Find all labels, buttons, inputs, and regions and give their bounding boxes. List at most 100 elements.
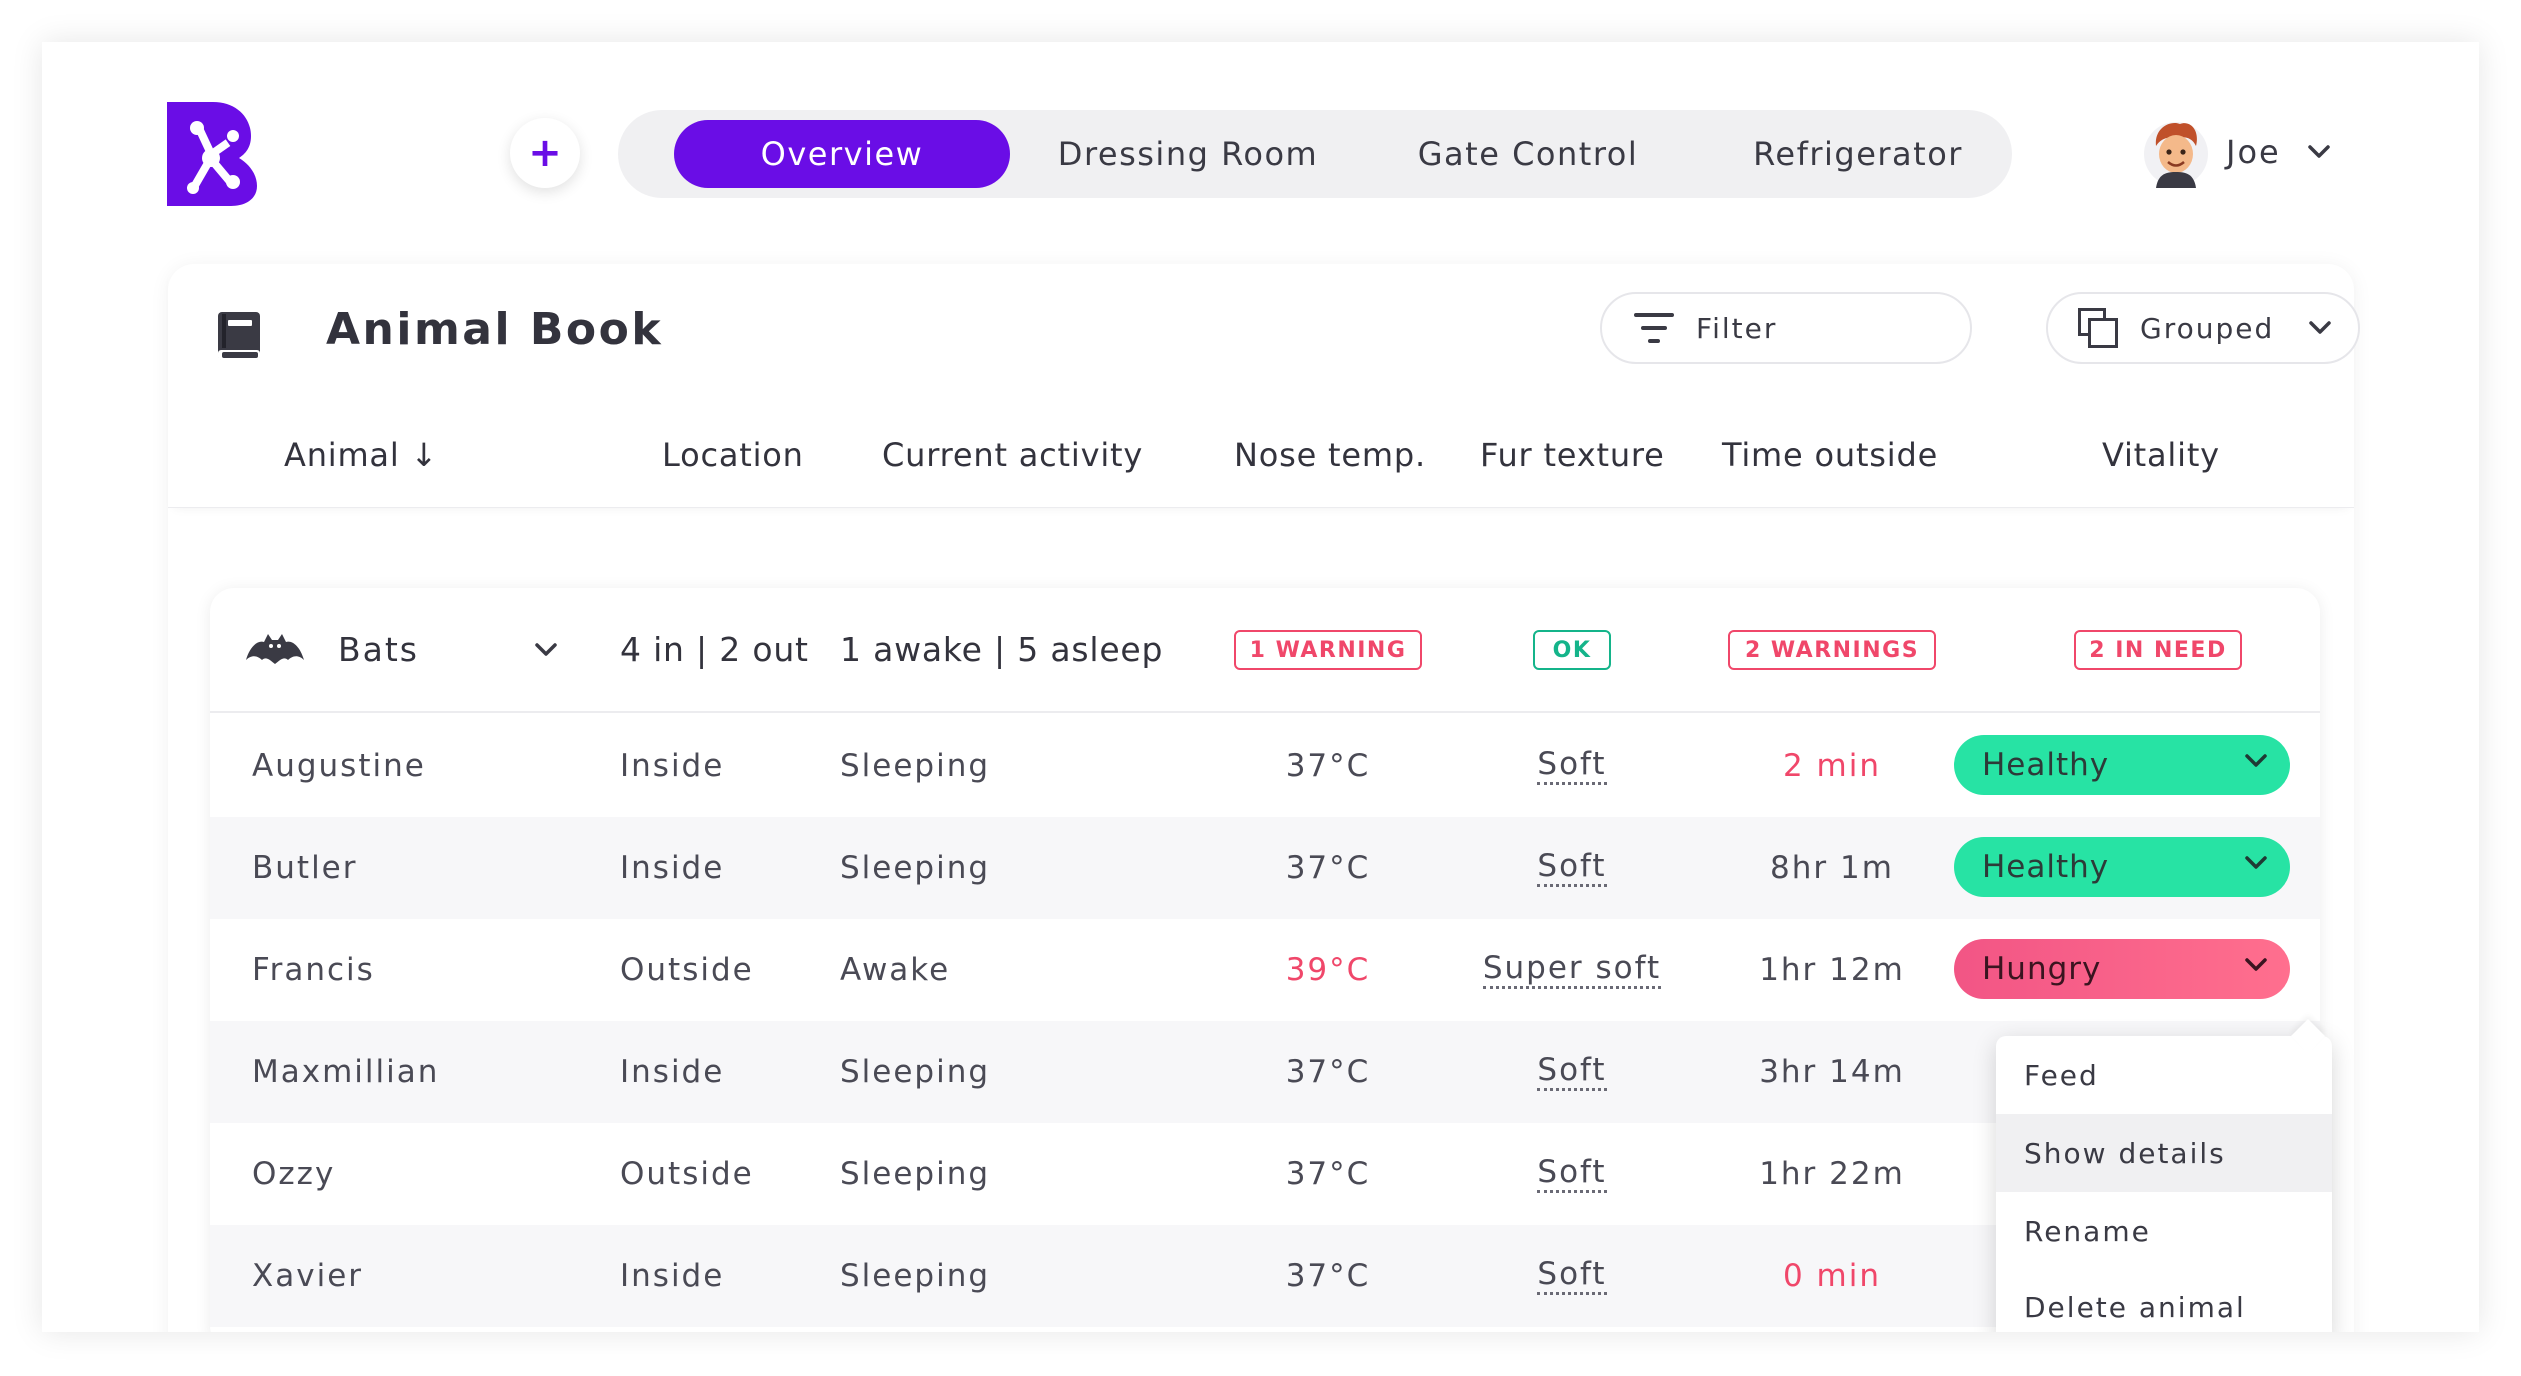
column-header-animal[interactable]: Animal ↓ (284, 436, 439, 474)
group-location: 4 in | 2 out (620, 630, 809, 669)
fur-value[interactable]: Soft (1537, 1154, 1607, 1194)
chevron-down-icon (2245, 856, 2267, 869)
main-tabs: Overview Dressing Room Gate Control Refr… (618, 110, 2012, 198)
page-title: Animal Book (326, 304, 664, 355)
table-row[interactable]: Butler Inside Sleeping 37°C Soft 8hr 1m … (210, 817, 2320, 919)
group-header-row[interactable]: Bats 4 in | 2 out 1 awake | 5 asleep 1 W… (210, 588, 2320, 713)
vitality-select[interactable]: Hungry (1954, 939, 2290, 999)
fur-value[interactable]: Soft (1537, 1052, 1607, 1092)
menu-item-show-details[interactable]: Show details (1996, 1114, 2332, 1192)
table-row[interactable]: Augustine Inside Sleeping 37°C Soft 2 mi… (210, 715, 2320, 817)
table-row[interactable]: Xavier Inside Sleeping 37°C Soft 0 min (210, 1225, 2320, 1327)
group-name: Bats (338, 630, 419, 669)
activity-cell: Sleeping (840, 1156, 991, 1192)
location-cell: Inside (620, 1258, 725, 1294)
nose-temp-cell: 37°C (1285, 1054, 1371, 1090)
vitality-label: Healthy (1982, 849, 2110, 885)
nose-temp-badge: 1 WARNING (1234, 630, 1422, 670)
menu-item-rename[interactable]: Rename (2024, 1214, 2151, 1248)
table-row[interactable]: Francis Outside Awake 39°C Super soft 1h… (210, 919, 2320, 1021)
chevron-down-icon (2309, 321, 2331, 334)
grouped-select[interactable]: Grouped (2046, 292, 2360, 364)
location-cell: Inside (620, 850, 725, 886)
animal-name: Maxmillian (252, 1054, 440, 1090)
group-activity: 1 awake | 5 asleep (840, 630, 1164, 669)
vitality-label: Hungry (1982, 951, 2102, 987)
time-outside-cell: 1hr 12m (1759, 952, 1905, 988)
chevron-down-icon[interactable] (534, 642, 558, 658)
nose-temp-cell: 37°C (1285, 1156, 1371, 1192)
vitality-select[interactable]: Healthy (1954, 735, 2290, 795)
location-cell: Outside (620, 1156, 754, 1192)
location-cell: Inside (620, 1054, 725, 1090)
table-row[interactable]: Maxmillian Inside Sleeping 37°C Soft 3hr… (210, 1021, 2320, 1123)
vitality-label: Healthy (1982, 747, 2110, 783)
filter-button[interactable]: Filter (1600, 292, 1972, 364)
activity-cell: Sleeping (840, 748, 991, 784)
nose-temp-cell: 37°C (1285, 748, 1371, 784)
chevron-down-icon (2307, 145, 2330, 158)
location-cell: Inside (620, 748, 725, 784)
column-header-vitality[interactable]: Vitality (2102, 436, 2220, 474)
chevron-down-icon (2245, 958, 2267, 971)
time-outside-cell: 8hr 1m (1770, 850, 1894, 886)
fur-cell[interactable]: Soft (1472, 715, 1672, 817)
activity-cell: Sleeping (840, 850, 991, 886)
animal-book-card: Animal Book Filter Grouped (168, 264, 2360, 1332)
vitality-dropdown-menu: Feed Show details Rename Delete animal (1996, 1019, 2332, 1332)
tab-refrigerator[interactable]: Refrigerator (1753, 135, 1963, 173)
nose-temp-cell: 37°C (1285, 1258, 1371, 1294)
location-cell: Outside (620, 952, 754, 988)
chevron-down-icon (2245, 754, 2267, 767)
fur-cell[interactable]: Soft (1472, 1021, 1672, 1123)
vitality-badge: 2 IN NEED (2074, 630, 2242, 670)
column-header-nose-temp[interactable]: Nose temp. (1234, 436, 1426, 474)
column-header-location[interactable]: Location (662, 436, 804, 474)
fur-cell[interactable]: Soft (1472, 1123, 1672, 1225)
activity-cell: Sleeping (840, 1258, 991, 1294)
fur-value[interactable]: Soft (1537, 1256, 1607, 1296)
fur-cell[interactable]: Super soft (1472, 919, 1672, 1021)
activity-cell: Awake (840, 952, 951, 988)
time-outside-cell: 2 min (1782, 748, 1882, 784)
brand-logo-icon[interactable] (167, 102, 257, 206)
fur-cell[interactable]: Soft (1472, 817, 1672, 919)
filter-label: Filter (1696, 311, 1778, 345)
animal-name: Butler (252, 850, 358, 886)
table-row[interactable]: Ozzy Outside Sleeping 37°C Soft 1hr 22m (210, 1123, 2320, 1225)
tab-dressing-room[interactable]: Dressing Room (1057, 135, 1319, 173)
column-header-fur-texture[interactable]: Fur texture (1480, 436, 1665, 474)
time-outside-cell: 3hr 14m (1759, 1054, 1905, 1090)
column-header-activity[interactable]: Current activity (882, 436, 1144, 474)
fur-value[interactable]: Soft (1537, 746, 1607, 786)
book-icon (218, 312, 260, 360)
fur-value[interactable]: Soft (1537, 848, 1607, 888)
group-name-cell: Bats (244, 588, 419, 711)
animal-name: Ozzy (252, 1156, 336, 1192)
user-name: Joe (2226, 133, 2281, 171)
fur-cell[interactable]: Soft (1472, 1225, 1672, 1327)
tab-gate-control[interactable]: Gate Control (1417, 135, 1639, 173)
app-window: + Overview Dressing Room Gate Control Re… (42, 42, 2479, 1332)
nose-temp-cell: 39°C (1285, 952, 1371, 988)
fur-texture-badge: OK (1533, 630, 1611, 670)
menu-item-feed[interactable]: Feed (2024, 1058, 2099, 1092)
time-outside-cell: 1hr 22m (1759, 1156, 1905, 1192)
time-outside-badge: 2 WARNINGS (1728, 630, 1936, 670)
vitality-select[interactable]: Healthy (1954, 837, 2290, 897)
activity-cell: Sleeping (840, 1054, 991, 1090)
menu-item-delete-animal[interactable]: Delete animal (2024, 1290, 2246, 1324)
animal-name: Xavier (252, 1258, 364, 1294)
animal-name: Francis (252, 952, 375, 988)
tab-overview[interactable]: Overview (674, 120, 1010, 188)
filter-icon (1634, 313, 1674, 343)
group-bats: Bats 4 in | 2 out 1 awake | 5 asleep 1 W… (210, 588, 2320, 1332)
user-menu[interactable]: Joe (2142, 116, 2331, 188)
column-header-time-outside[interactable]: Time outside (1722, 436, 1939, 474)
card-header: Animal Book Filter Grouped (168, 264, 2360, 508)
grouped-icon (2078, 308, 2118, 348)
avatar (2144, 122, 2208, 188)
add-button[interactable]: + (510, 118, 580, 188)
fur-value[interactable]: Super soft (1482, 950, 1662, 990)
bat-icon (246, 633, 304, 664)
